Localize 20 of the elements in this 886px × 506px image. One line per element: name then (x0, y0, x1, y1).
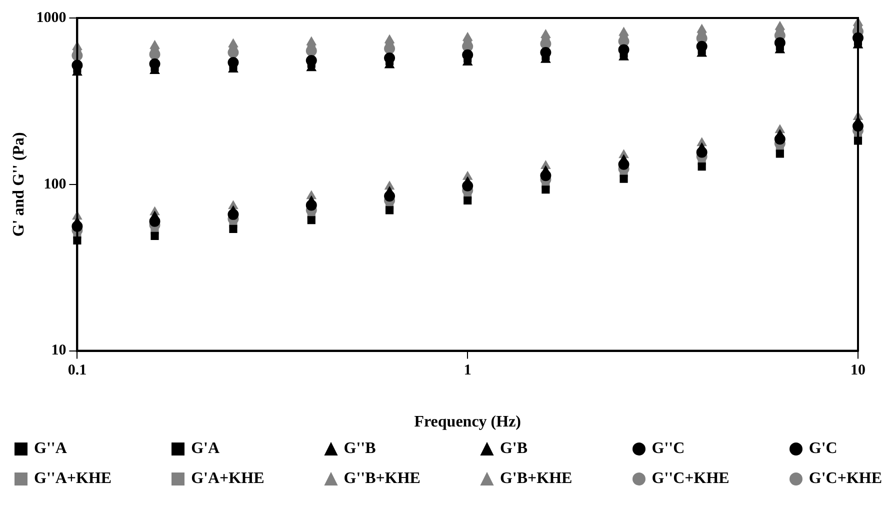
legend-label: G''B (344, 440, 376, 458)
legend-label: G'C (808, 440, 838, 458)
legend-label: G'B (500, 440, 528, 458)
legend-label: G'A+KHE (191, 470, 264, 488)
y-tick-label: 1000 (36, 10, 66, 26)
legend-label: G'B+KHE (500, 470, 572, 488)
x-tick-label: 0.1 (68, 362, 87, 379)
y-axis-title: G' and G'' (Pa) (10, 132, 28, 237)
legend-label: G''C (652, 440, 685, 458)
legend-label: G''B+KHE (344, 470, 420, 488)
legend-label: G'C+KHE (808, 470, 882, 488)
legend-label: G''A (34, 440, 67, 458)
legend-label: G''A+KHE (34, 470, 112, 488)
x-axis-title: Frequency (Hz) (414, 414, 521, 431)
x-tick-label: 10 (850, 362, 866, 379)
y-tick-label: 10 (51, 342, 66, 359)
legend-label: G''C+KHE (652, 470, 730, 488)
legend-label: G'A (191, 440, 220, 458)
x-tick-label: 1 (464, 362, 472, 379)
y-tick-label: 100 (44, 176, 66, 192)
